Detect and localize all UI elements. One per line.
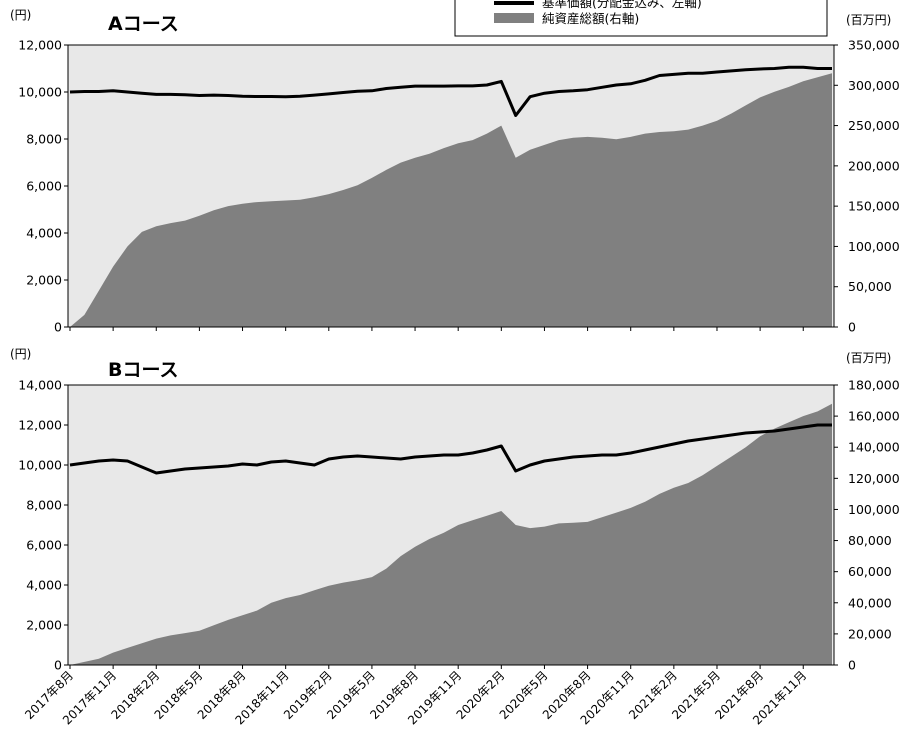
legend-assets-label: 純資産総額(右軸) xyxy=(542,11,639,26)
panel-b-left-tick-label: 10,000 xyxy=(18,458,62,473)
panel-b-left-tick-label: 14,000 xyxy=(18,378,62,393)
panel-b-right-tick-label: 120,000 xyxy=(848,471,900,486)
panel-b-left-tick-label: 0 xyxy=(54,658,62,673)
panel-b-right-tick-label: 0 xyxy=(848,658,856,673)
panel-a: (円) Aコース (百万円) 12,000 10,000 8,000 6,000 4,0… xyxy=(10,8,900,335)
panel-a-title: Aコース xyxy=(108,13,179,35)
panel-b-right-tick-label: 20,000 xyxy=(848,626,892,641)
panel-b-left-tick-label: 8,000 xyxy=(26,498,62,513)
panel-a-left-tick-label: 6,000 xyxy=(26,179,62,194)
panel-a-right-unit: (百万円) xyxy=(846,13,891,27)
panel-b-right-tick-label: 140,000 xyxy=(848,440,900,455)
panel-b-left-tick-label: 2,000 xyxy=(26,618,62,633)
panel-a-right-tick-label: 100,000 xyxy=(848,239,900,254)
panel-a-right-tick-label: 0 xyxy=(848,320,856,335)
legend: 基準価額(分配金込み、左軸) 純資産総額(右軸) xyxy=(454,0,828,37)
panel-b-right-tick-label: 100,000 xyxy=(848,502,900,517)
panel-a-assets-area xyxy=(70,73,832,327)
panel-b-right-unit: (百万円) xyxy=(846,351,891,365)
panel-b-title: Bコース xyxy=(108,359,179,381)
panel-b-right-tick-label: 40,000 xyxy=(848,595,892,610)
panel-a-left-tick-label: 8,000 xyxy=(26,132,62,147)
legend-nav-swatch xyxy=(494,1,534,5)
panel-b-right-tick-label: 160,000 xyxy=(848,409,900,424)
panel-a-left-tick-label: 4,000 xyxy=(26,226,62,241)
panel-b-left-tick-label: 6,000 xyxy=(26,538,62,553)
panel-b-right-tick-label: 180,000 xyxy=(848,378,900,393)
panel-a-nav-line xyxy=(69,65,832,117)
panel-b-left-tick-label: 12,000 xyxy=(18,418,62,433)
panel-b: (円) Bコース (百万円) 14,000 12,000 10,000 8,000 6,… xyxy=(10,347,900,727)
panel-b-right-tick-label: 80,000 xyxy=(848,533,892,548)
panel-a-left-tick-label: 12,000 xyxy=(18,38,62,53)
panel-a-right-tick-label: 150,000 xyxy=(848,199,900,214)
panel-b-right-tick-label: 60,000 xyxy=(848,564,892,579)
panel-a-left-tick-label: 10,000 xyxy=(18,85,62,100)
panel-b-nav-line xyxy=(69,423,832,475)
panel-a-right-tick-label: 250,000 xyxy=(848,118,900,133)
panel-a-right-tick-label: 350,000 xyxy=(848,38,900,53)
panel-a-right-tick-label: 200,000 xyxy=(848,158,900,173)
panel-a-left-tick-label: 0 xyxy=(54,320,62,335)
panel-a-left-unit: (円) xyxy=(10,8,31,22)
x-axis-labels: 2017年8月2017年11月2018年2月2018年5月2018年8月2018… xyxy=(22,668,809,727)
panel-a-right-tick-label: 300,000 xyxy=(848,78,900,93)
panel-b-assets-area xyxy=(70,403,832,665)
panel-a-left-tick-label: 2,000 xyxy=(26,273,62,288)
legend-assets-swatch xyxy=(494,13,534,23)
legend-nav-label: 基準価額(分配金込み、左軸) xyxy=(542,0,702,10)
panel-a-right-tick-label: 50,000 xyxy=(848,279,892,294)
panel-b-left-unit: (円) xyxy=(10,347,31,361)
panel-b-left-tick-label: 4,000 xyxy=(26,578,62,593)
